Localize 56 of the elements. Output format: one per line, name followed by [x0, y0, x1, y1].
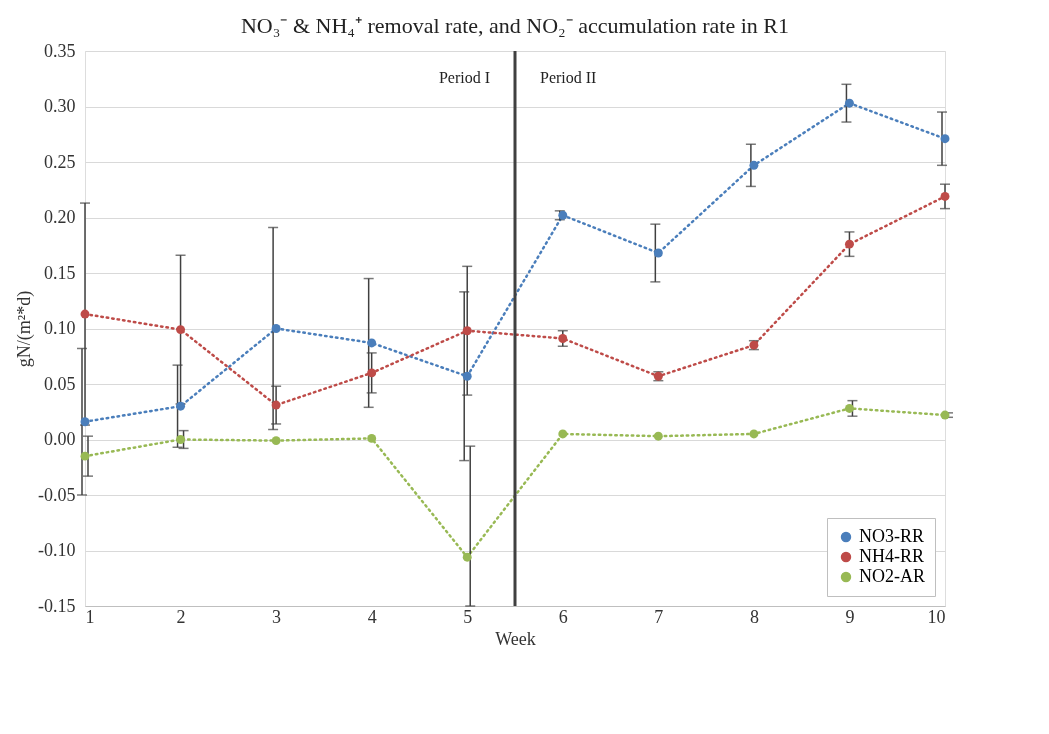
x-tick-label: 3 — [272, 606, 282, 627]
x-tick-label: 10 — [927, 606, 946, 627]
point — [271, 436, 281, 446]
point — [844, 403, 854, 413]
x-tick-label: 5 — [463, 606, 473, 627]
y-tick-label: 0.25 — [44, 151, 76, 172]
point — [749, 160, 759, 170]
x-tick-label: 1 — [85, 606, 95, 627]
point — [176, 435, 186, 444]
point — [176, 401, 186, 411]
y-tick-label: 0.15 — [44, 262, 76, 283]
point — [844, 98, 854, 108]
y-tick-label: -0.15 — [38, 595, 76, 616]
point — [940, 134, 950, 144]
y-tick-label: 0.30 — [44, 96, 76, 116]
legend-label: NH4-RR — [859, 546, 925, 566]
point — [80, 451, 90, 461]
annotation: Period II — [540, 69, 597, 86]
chart-title: NO₃⁻ & NH₄⁺ removal rate, and NO₂⁻ accumulation rate in R1 — [240, 13, 790, 38]
point — [271, 324, 281, 333]
point — [80, 309, 90, 319]
point — [367, 433, 377, 443]
point — [749, 429, 759, 439]
point — [176, 325, 186, 335]
y-tick-label: 0.05 — [44, 373, 76, 394]
point — [367, 338, 377, 348]
y-tick-label: -0.10 — [38, 540, 76, 560]
legend-label: NO3-RR — [859, 526, 925, 546]
x-tick-label: 7 — [654, 606, 664, 627]
x-tick-label: 9 — [845, 606, 855, 627]
point — [462, 552, 472, 562]
y-tick-label: 0.20 — [44, 207, 76, 227]
x-tick-label: 4 — [367, 606, 377, 627]
point — [558, 334, 568, 343]
point — [462, 326, 472, 336]
x-tick-label: 8 — [749, 606, 759, 627]
y-tick-label: -0.05 — [38, 484, 76, 505]
point — [653, 431, 663, 441]
x-tick-label: 6 — [558, 606, 568, 627]
point — [462, 371, 472, 381]
point — [844, 239, 854, 249]
y-tick-label: 0.35 — [44, 40, 76, 61]
point — [558, 210, 568, 220]
point — [558, 429, 568, 439]
y-tick-label: 0.00 — [44, 429, 76, 449]
point — [940, 191, 950, 201]
point — [367, 368, 377, 378]
x-tick-label: 2 — [176, 606, 186, 627]
point — [80, 417, 90, 427]
annotation: Period I — [438, 69, 490, 86]
y-axis-title: gN/(m²*d) — [14, 290, 36, 368]
y-tick-label: 0.10 — [44, 318, 76, 338]
x-axis-title: Week — [495, 628, 536, 649]
legend-label: NO2-AR — [859, 566, 925, 586]
point — [653, 248, 663, 258]
point — [271, 400, 281, 410]
